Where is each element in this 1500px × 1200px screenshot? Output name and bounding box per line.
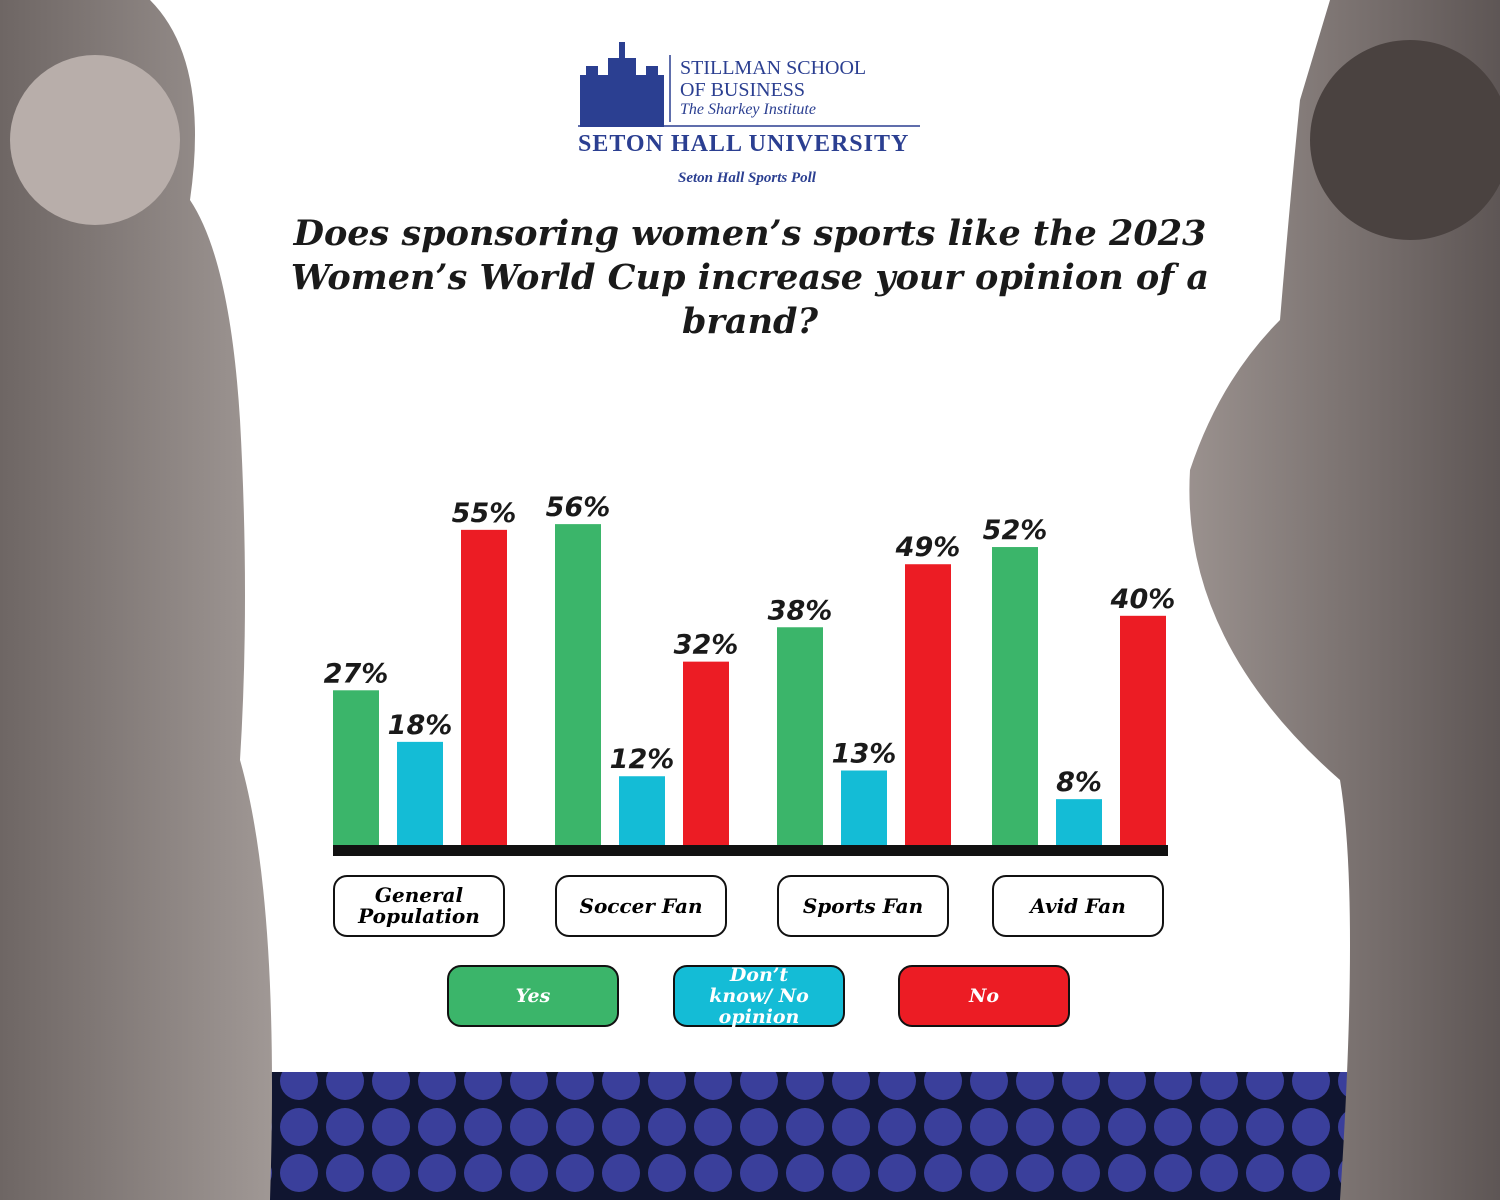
right-player-photo [1189,0,1500,1200]
bar [777,627,823,845]
value-label: 55% [452,498,517,529]
category-label: General Population [333,875,505,937]
left-player-photo [0,0,272,1200]
bar [1056,799,1102,845]
bar [555,524,601,845]
poll-name: Seton Hall Sports Poll [678,170,816,186]
left-player-head [10,55,180,225]
value-label: 38% [768,595,833,626]
logo-text: STILLMAN SCHOOL [680,57,867,79]
bar [333,690,379,845]
right-player-head [1310,40,1500,240]
legend-entry: Yes [447,965,619,1027]
value-label: 49% [895,532,961,563]
category-label: Soccer Fan [555,875,727,937]
logo-text: The Sharkey Institute [680,101,816,118]
bar [683,661,729,845]
value-label: 32% [674,630,739,661]
dot-pattern [255,1072,1365,1200]
chart-title: Does sponsoring women’s sports like the … [290,213,1210,342]
value-label: 8% [1056,767,1102,798]
logo-text: OF BUSINESS [680,79,806,101]
legend-entry: Don’t know/ No opinion [673,964,845,1027]
category-label: Sports Fan [777,875,949,937]
value-label: 56% [546,492,611,523]
value-label: 18% [388,710,453,741]
category-label: Avid Fan [992,875,1164,937]
value-label: 52% [983,515,1048,546]
bar [1120,615,1166,845]
bar [905,564,951,845]
baseline [333,845,1168,856]
logo-university: SETON HALL UNIVERSITY [578,131,910,157]
bar [619,776,665,845]
bar [841,770,887,845]
value-label: 13% [832,739,897,770]
bar [461,529,507,845]
logo-emblem [580,42,664,127]
value-label: 27% [324,658,389,689]
value-label: 40% [1110,584,1176,615]
value-label: 12% [610,744,675,775]
bar [397,741,443,845]
bar [992,547,1038,845]
legend-entry: No [898,965,1070,1027]
